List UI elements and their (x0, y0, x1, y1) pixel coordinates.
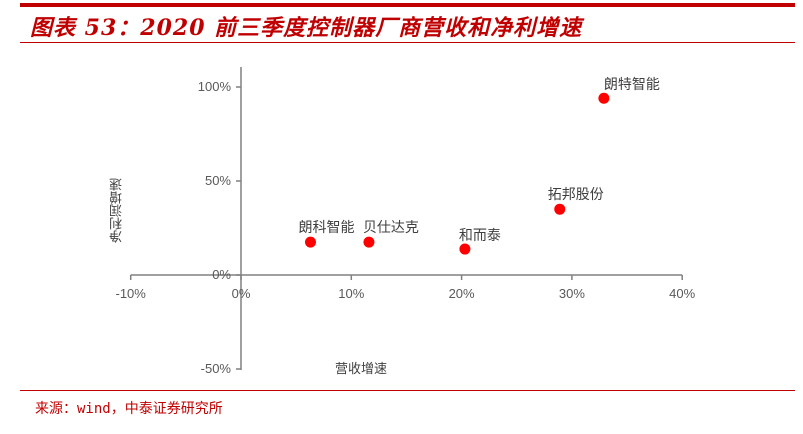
y-tick-label: 0% (212, 267, 231, 282)
data-point-label: 贝仕达克 (362, 220, 419, 237)
title-top-bar (20, 3, 795, 7)
data-point-label: 和而泰 (458, 228, 501, 245)
data-point-label: 朗科智能 (298, 220, 355, 237)
y-tick-label: 100% (197, 79, 231, 94)
source-rule (20, 390, 795, 391)
data-point (304, 236, 316, 248)
y-tick-label: -50% (200, 361, 231, 376)
data-point (554, 203, 566, 215)
figure-title: 图表 53：2020 前三季度控制器厂商营收和净利增速 (30, 15, 583, 41)
x-tick-label: -10% (115, 286, 146, 301)
source-note: 来源：wind，中泰证券研究所 (35, 401, 223, 417)
x-tick-label: 0% (231, 286, 251, 301)
title-rule (20, 42, 795, 43)
y-axis-title: 净利润增速 (110, 178, 125, 243)
x-tick-label: 30% (558, 286, 585, 301)
y-tick-label: 50% (204, 173, 231, 188)
data-point-label: 拓邦股份 (547, 187, 604, 204)
data-point-label: 朗特智能 (603, 77, 660, 94)
data-point (363, 236, 375, 248)
x-tick-label: 20% (448, 286, 475, 301)
data-point (459, 243, 471, 255)
data-point (598, 92, 610, 104)
x-tick-label: 10% (338, 286, 365, 301)
x-axis-title: 营收增速 (335, 362, 388, 377)
x-tick-label: 40% (669, 286, 696, 301)
